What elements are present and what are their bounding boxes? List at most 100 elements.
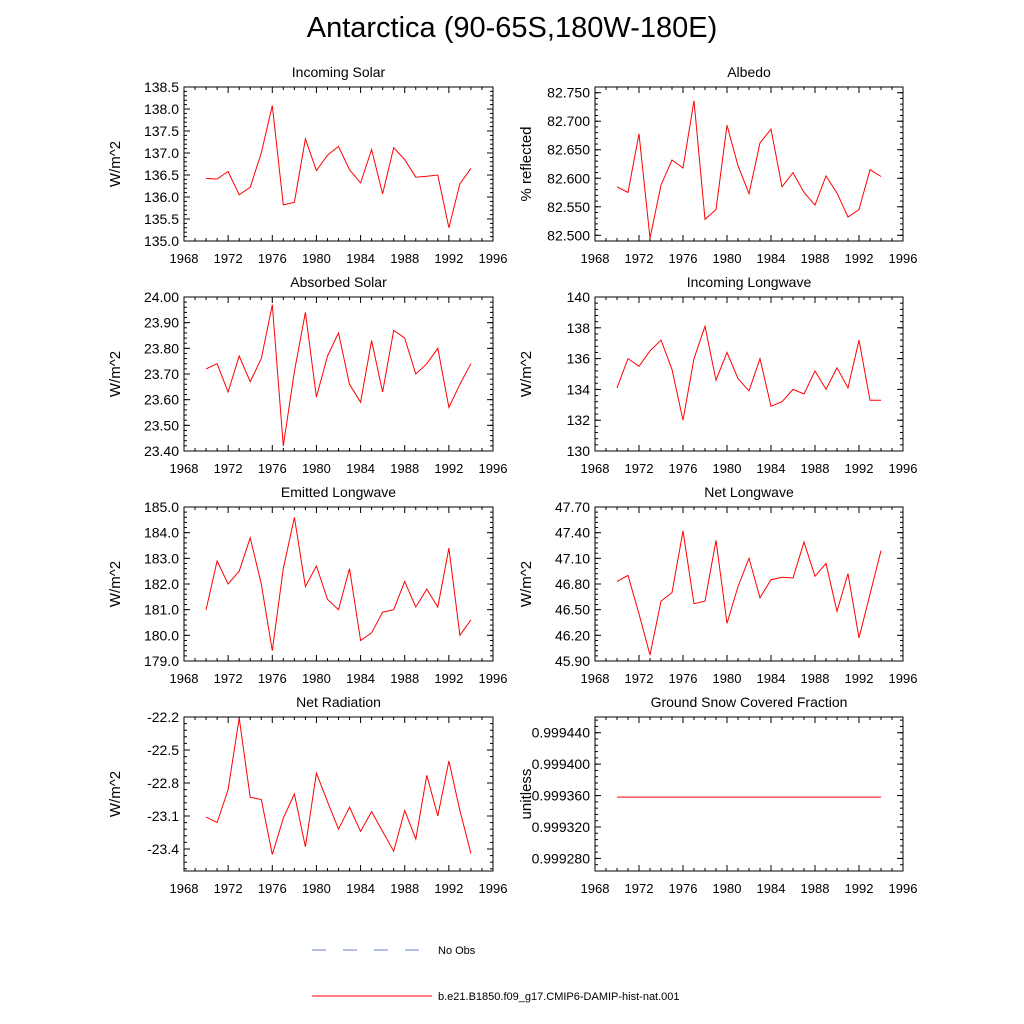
x-tick-label: 1988 <box>390 251 419 266</box>
x-tick-label: 1984 <box>346 461 375 476</box>
y-tick-label: -23.4 <box>147 841 179 857</box>
x-tick-label: 1996 <box>889 461 918 476</box>
series-line <box>205 304 472 446</box>
y-tick-label: 179.0 <box>144 653 179 669</box>
x-tick-label: 1988 <box>390 881 419 896</box>
y-tick-label: 132 <box>567 412 591 428</box>
y-tick-label: 0.999280 <box>532 850 591 866</box>
y-tick-label: -22.2 <box>147 709 179 725</box>
x-tick-label: 1968 <box>170 881 199 896</box>
series-line <box>616 100 882 239</box>
plot-frame <box>183 506 494 662</box>
y-tick-label: 136 <box>567 351 591 367</box>
plot-frame <box>183 716 494 872</box>
x-tick-label: 1968 <box>581 671 610 686</box>
x-tick-label: 1972 <box>214 251 243 266</box>
y-tick-label: 23.40 <box>144 443 179 459</box>
panel-title: Ground Snow Covered Fraction <box>651 694 848 710</box>
y-tick-label: 47.10 <box>555 550 590 566</box>
y-tick-label: 181.0 <box>144 602 179 618</box>
x-tick-label: 1992 <box>845 461 874 476</box>
plot-frame <box>594 86 904 242</box>
x-tick-label: 1992 <box>434 251 463 266</box>
series-line <box>205 517 472 651</box>
x-tick-label: 1976 <box>258 881 287 896</box>
legend-model-label: b.e21.B1850.f09_g17.CMIP6-DAMIP-hist-nat… <box>438 991 680 1003</box>
y-tick-label: 135.5 <box>144 211 179 227</box>
x-tick-label: 1984 <box>757 461 786 476</box>
x-tick-label: 1972 <box>214 461 243 476</box>
y-axis-label: unitless <box>518 769 535 820</box>
y-tick-label: 135.0 <box>144 233 179 249</box>
panel-title: Absorbed Solar <box>290 274 387 290</box>
panel-title: Incoming Solar <box>292 64 386 80</box>
x-tick-label: 1980 <box>713 671 742 686</box>
y-tick-label: 23.50 <box>144 417 179 433</box>
y-tick-label: 82.500 <box>547 227 590 243</box>
plot-frame <box>183 296 494 452</box>
y-tick-label: 138.5 <box>144 79 179 95</box>
x-tick-label: 1992 <box>845 671 874 686</box>
x-tick-label: 1984 <box>346 671 375 686</box>
x-tick-label: 1988 <box>390 671 419 686</box>
panels-group: Incoming Solar W/m^2 1968 1972 1976 1980 1984 1… <box>107 64 917 896</box>
x-tick-label: 1988 <box>801 671 830 686</box>
x-tick-label: 1996 <box>479 461 508 476</box>
panel-4: Incoming Longwave W/m^2 1968 1972 1976 1980 19… <box>518 274 917 476</box>
y-tick-label: 184.0 <box>144 525 179 541</box>
y-tick-label: 138.0 <box>144 101 179 117</box>
panel-title: Albedo <box>727 64 771 80</box>
panel-title: Net Radiation <box>296 694 381 710</box>
plot-frame <box>594 716 904 872</box>
y-tick-label: 136.5 <box>144 167 179 183</box>
y-tick-label: 138 <box>567 320 591 336</box>
y-axis-label: W/m^2 <box>107 351 124 397</box>
x-tick-label: 1976 <box>258 251 287 266</box>
y-axis-label: W/m^2 <box>107 141 124 187</box>
x-tick-label: 1988 <box>801 461 830 476</box>
x-tick-label: 1980 <box>302 251 331 266</box>
y-tick-label: 183.0 <box>144 550 179 566</box>
y-tick-label: 134 <box>567 381 591 397</box>
x-tick-label: 1988 <box>390 461 419 476</box>
y-axis-label: W/m^2 <box>518 561 535 607</box>
x-tick-label: 1984 <box>757 251 786 266</box>
y-tick-label: 0.999360 <box>532 788 591 804</box>
x-tick-label: 1984 <box>757 881 786 896</box>
panel-8: Ground Snow Covered Fraction unitless 1968… <box>518 694 917 896</box>
panel-2: Albedo % reflected 1968 1972 1976 1980 1984 198… <box>518 64 917 266</box>
x-tick-label: 1972 <box>625 671 654 686</box>
x-tick-label: 1980 <box>302 671 331 686</box>
series-line <box>206 105 472 228</box>
y-axis-label: % reflected <box>518 126 535 201</box>
x-tick-label: 1996 <box>889 881 918 896</box>
legend-no-obs-label: No Obs <box>438 945 476 957</box>
x-tick-label: 1972 <box>625 881 654 896</box>
y-axis-label: W/m^2 <box>518 351 535 397</box>
y-tick-label: 140 <box>567 289 591 305</box>
x-tick-label: 1988 <box>801 251 830 266</box>
x-tick-label: 1980 <box>713 461 742 476</box>
x-tick-label: 1976 <box>669 251 698 266</box>
plot-frame <box>594 296 904 452</box>
y-tick-label: 47.40 <box>555 525 590 541</box>
x-tick-label: 1988 <box>801 881 830 896</box>
y-tick-label: 46.50 <box>555 602 590 618</box>
panel-7: Net Radiation W/m^2 1968 1972 1976 1980 1984 19… <box>107 694 507 896</box>
x-tick-label: 1972 <box>214 671 243 686</box>
y-tick-label: 45.90 <box>555 653 590 669</box>
x-tick-label: 1968 <box>581 461 610 476</box>
x-tick-label: 1980 <box>302 461 331 476</box>
x-tick-label: 1972 <box>625 251 654 266</box>
x-tick-label: 1968 <box>170 251 199 266</box>
x-tick-label: 1996 <box>479 881 508 896</box>
x-tick-label: 1980 <box>302 881 331 896</box>
y-tick-label: 0.999320 <box>532 819 591 835</box>
x-tick-label: 1968 <box>581 251 610 266</box>
series-line <box>616 530 882 656</box>
y-tick-label: 82.550 <box>547 199 590 215</box>
y-tick-label: 0.999400 <box>532 756 591 772</box>
y-tick-label: -23.1 <box>147 808 179 824</box>
y-tick-label: -22.5 <box>147 742 179 758</box>
